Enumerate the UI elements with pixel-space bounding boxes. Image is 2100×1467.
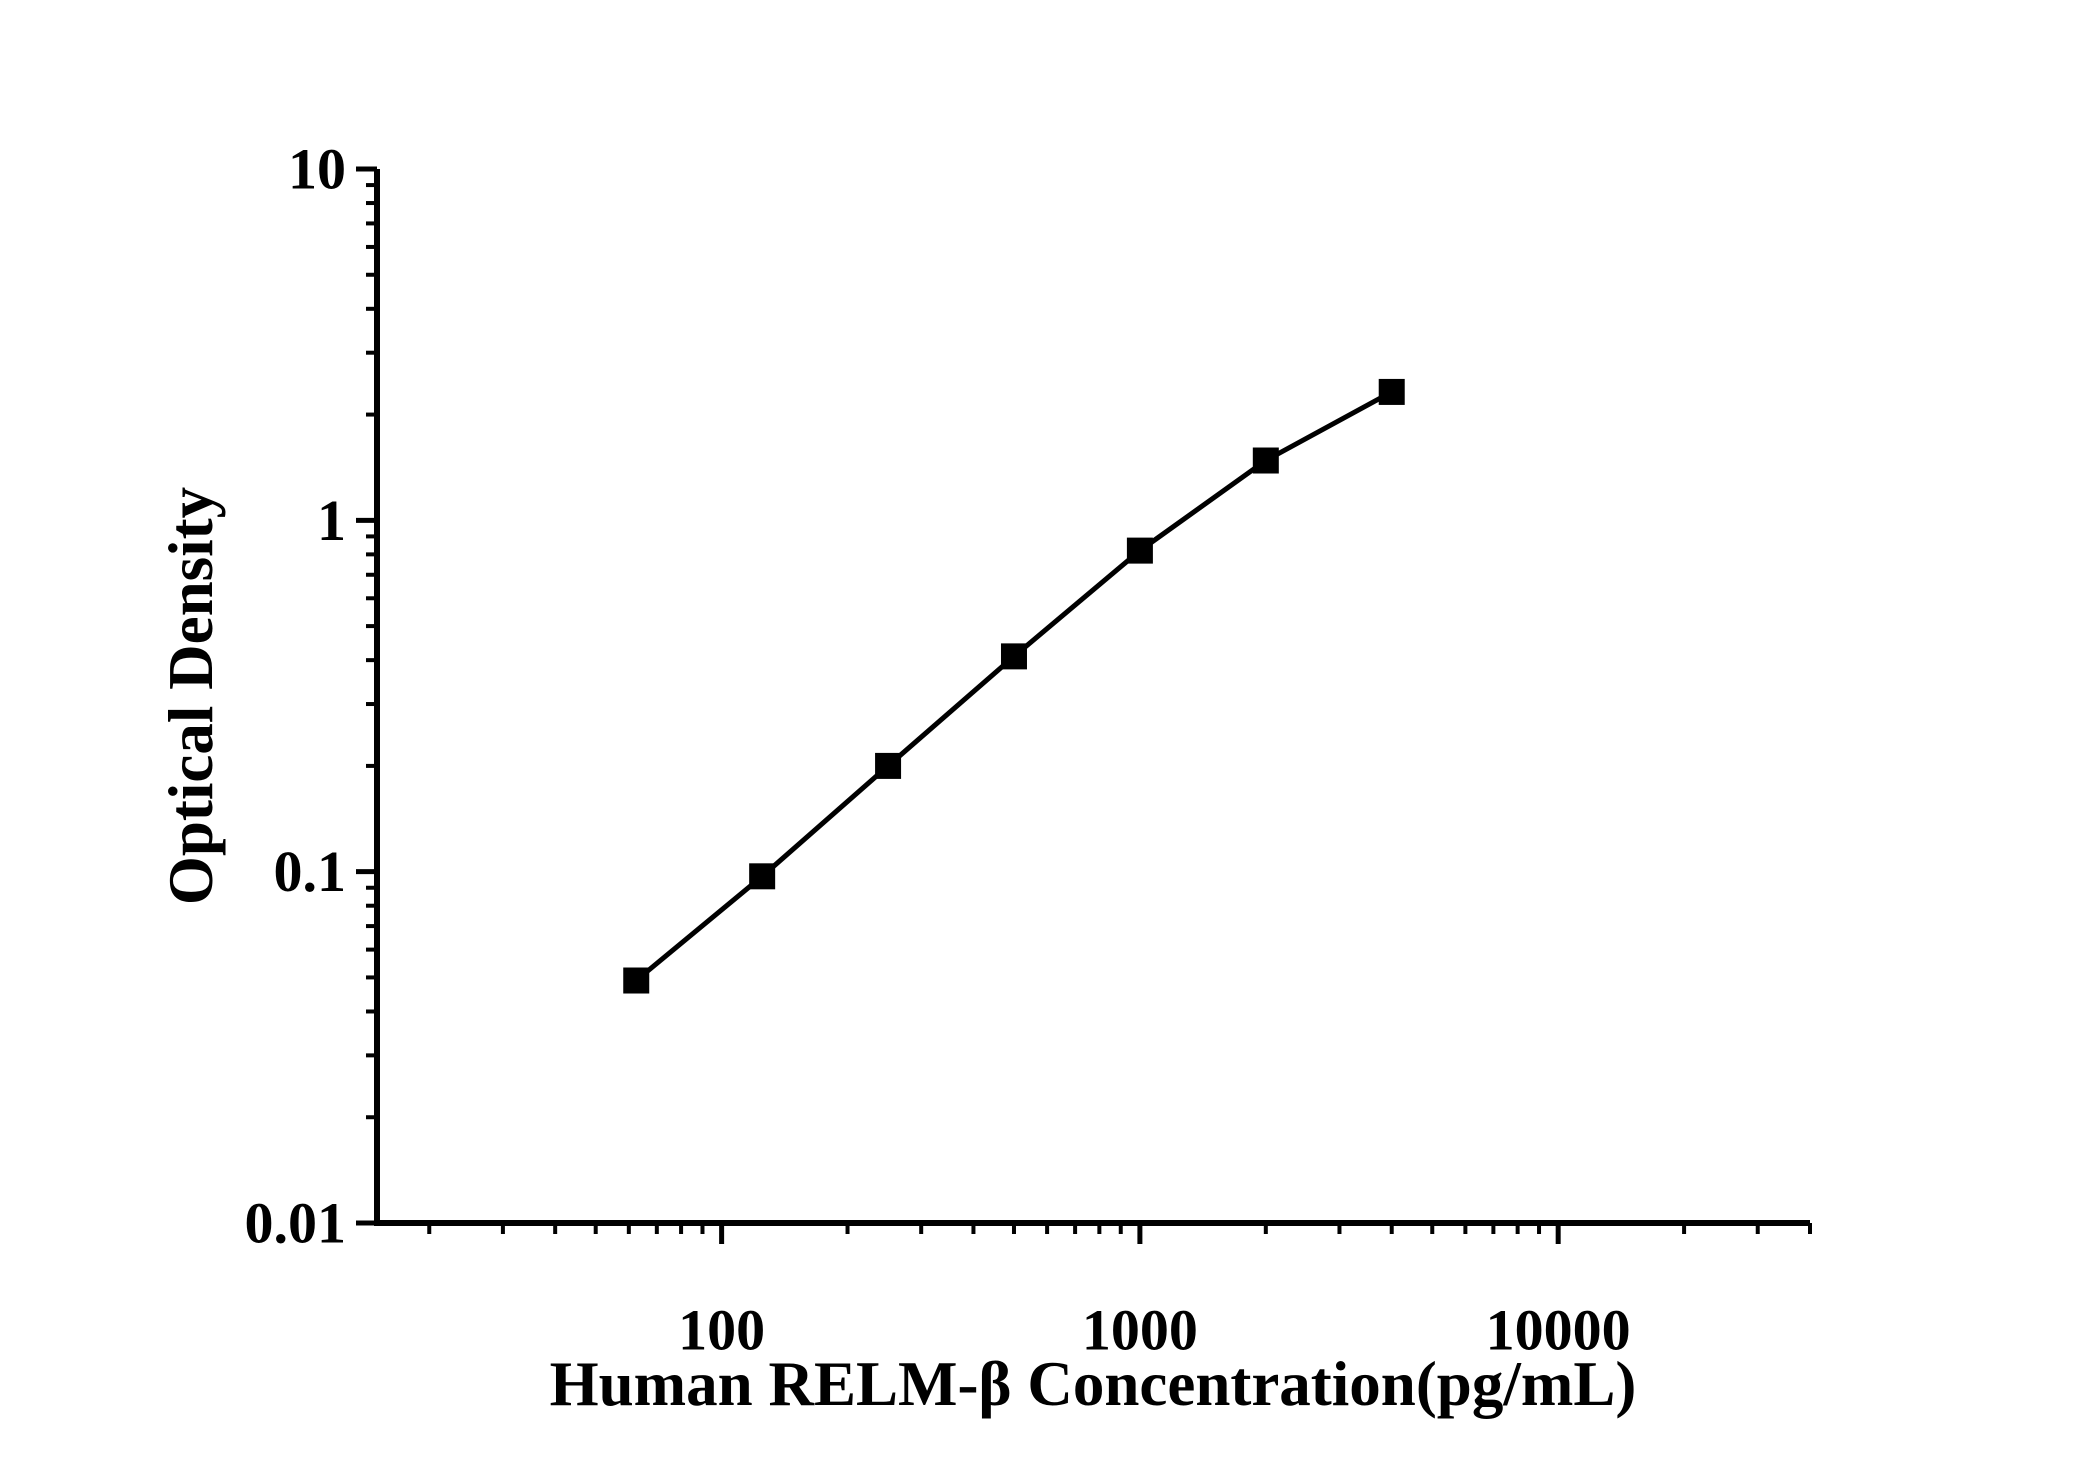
data-point-marker [1000, 643, 1027, 670]
data-point-marker [1378, 378, 1405, 405]
data-point-marker [1126, 537, 1153, 564]
y-axis-tick-label: 0.01 [245, 1191, 347, 1256]
plot-layer: 100 1000 10000 10 1 0.1 0.01 [245, 137, 1812, 1363]
x-axis-title: Human RELM-β Concentration(pg/mL) [550, 1349, 1637, 1419]
y-axis-tick-label: 0.1 [274, 839, 347, 904]
x-axis-tick-label: 100 [678, 1298, 765, 1363]
data-point-marker [749, 863, 776, 890]
data-point-marker [875, 752, 902, 779]
series-line [634, 389, 1393, 983]
x-axis-tick-label: 10000 [1486, 1298, 1631, 1363]
x-axis-tick-label: 1000 [1082, 1298, 1198, 1363]
data-point-marker [623, 967, 650, 994]
y-axis-tick-label: 1 [317, 488, 346, 553]
y-axis-title: Optical Density [156, 487, 226, 905]
y-axis-tick-label: 10 [288, 137, 346, 202]
data-point-marker [1252, 447, 1279, 474]
